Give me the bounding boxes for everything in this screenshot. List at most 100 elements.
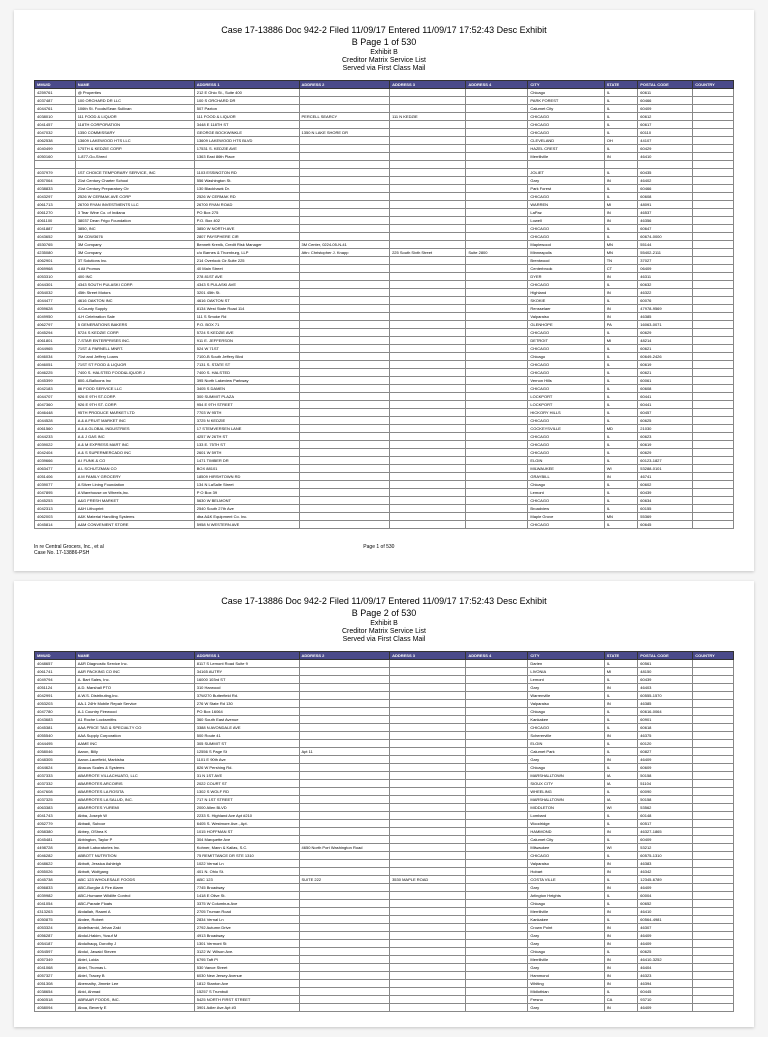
column-header: ADDRESS 1 (194, 81, 299, 89)
table-cell (693, 313, 734, 321)
subtitle-2: Served via First Class Mail (34, 636, 734, 643)
table-cell (299, 692, 390, 700)
table-cell: 4061741 (35, 668, 76, 676)
table-cell: Fresno (528, 996, 604, 1004)
table-cell (466, 988, 528, 996)
table-cell (466, 425, 528, 433)
table-cell: IL (604, 764, 638, 772)
table-cell: CHICAGO (528, 193, 604, 201)
table-cell (693, 772, 734, 780)
table-cell (693, 369, 734, 377)
table-row: 4044624Abacus Scales & Systems826 W Pers… (35, 764, 734, 772)
table-cell: A. Bart Sales, Inc. (75, 676, 194, 684)
table-cell: 4257 W 26TH ST (194, 433, 299, 441)
table-cell: Chicago (528, 708, 604, 716)
table-cell: Maple Grove (528, 513, 604, 521)
page-header: Case 17-13886 Doc 942-2 Filed 11/09/17 E… (34, 25, 734, 72)
table-cell (390, 177, 466, 185)
table-cell: IN (604, 828, 638, 836)
table-cell: IL (604, 145, 638, 153)
table-cell (466, 505, 528, 513)
table-cell: 4343 S PULASKI AVE (194, 281, 299, 289)
table-cell (466, 732, 528, 740)
table-cell: 60634 (638, 497, 693, 505)
table-cell (299, 321, 390, 329)
table-cell: 4061713 (35, 201, 76, 209)
table-cell: PARK FOREST (528, 97, 604, 105)
table-cell: Kohner, Mann & Kailas, S.C. (194, 844, 299, 852)
table-cell: 8134 West State Road 114 (194, 305, 299, 313)
table-cell (466, 393, 528, 401)
table-cell: Park Forest (528, 185, 604, 193)
table-cell (466, 908, 528, 916)
table-cell (390, 153, 466, 161)
table-cell: 50158 (638, 796, 693, 804)
table-cell (299, 225, 390, 233)
table-cell: IN (604, 473, 638, 481)
table-cell: 46385 (638, 700, 693, 708)
table-cell (390, 812, 466, 820)
table-cell (390, 449, 466, 457)
table-cell: @ Properties (75, 89, 194, 97)
table-cell: 100 ORCHARD DR LLC (75, 97, 194, 105)
table-cell: 3201 45th St. (194, 289, 299, 297)
table-cell (390, 313, 466, 321)
table-cell: Abbott, Jessica Ashleigh (75, 860, 194, 868)
table-cell: 21st Century Charter School (75, 177, 194, 185)
table-cell (390, 924, 466, 932)
column-header: ADDRESS 1 (194, 652, 299, 660)
table-cell: 60827 (638, 748, 693, 756)
table-cell: HAZEL CREST (528, 145, 604, 153)
table-cell: 60674-0000 (638, 233, 693, 241)
table-cell: LOCKPORT (528, 401, 604, 409)
table-row: 4038654Abid, Ahmad15257 S TrumbullMidlot… (35, 988, 734, 996)
table-cell: 60441 (638, 393, 693, 401)
table-cell: IL (604, 836, 638, 844)
table-cell: 60429 (638, 145, 693, 153)
table-row: 4062003A&K Material Handling Systemsdba … (35, 513, 734, 521)
table-cell: 7100-B South Jeffery Blvd (194, 353, 299, 361)
table-cell (390, 772, 466, 780)
table-cell (299, 145, 390, 153)
table-cell: 60901 (638, 716, 693, 724)
table-cell (693, 972, 734, 980)
table-cell: IN (604, 964, 638, 972)
table-cell: 310 Harwood (194, 684, 299, 692)
table-cell: MN (604, 513, 638, 521)
table-cell (693, 121, 734, 129)
table-cell: ABARROTES LA ROSITA (75, 788, 194, 796)
table-cell: IL (604, 988, 638, 996)
table-row: 4313263Abdallah, Raami A2705 Truman Road… (35, 908, 734, 916)
table-cell: CHICAGO (528, 329, 604, 337)
table-cell: 60608 (638, 385, 693, 393)
table-cell (390, 361, 466, 369)
table-cell: Centerbrook (528, 265, 604, 273)
table-cell: IL (604, 916, 638, 924)
table-cell: 46327-1865 (638, 828, 693, 836)
table-row: 4045814A&M CONVENIENT STORE5958 N WESTER… (35, 521, 734, 529)
table-cell: IN (604, 868, 638, 876)
table-cell: P.O. Box 402 (194, 217, 299, 225)
table-cell (390, 393, 466, 401)
table-cell (299, 708, 390, 716)
table-cell: 46409 (638, 884, 693, 892)
table-cell (693, 225, 734, 233)
table-cell: 47978-9569 (638, 305, 693, 313)
table-cell: 4 All Promos (75, 265, 194, 273)
table-cell (466, 660, 528, 668)
table-cell: 60441 (638, 401, 693, 409)
table-cell (693, 732, 734, 740)
column-header: ADDRESS 3 (390, 81, 466, 89)
table-cell (390, 932, 466, 940)
table-cell (390, 868, 466, 876)
table-cell: 4037333 (35, 772, 76, 780)
table-cell: 4061270 (35, 209, 76, 217)
table-cell: CHICAGO (528, 225, 604, 233)
table-cell: Highland (528, 289, 604, 297)
table-cell: Schererville (528, 732, 604, 740)
subtitle-1: Creditor Matrix Service List (34, 628, 734, 635)
table-cell (299, 409, 390, 417)
table-cell: 304 Marquette Ave (194, 836, 299, 844)
column-header: CITY (528, 652, 604, 660)
table-row: 40596284-County Supply8134 West State Ro… (35, 305, 734, 313)
